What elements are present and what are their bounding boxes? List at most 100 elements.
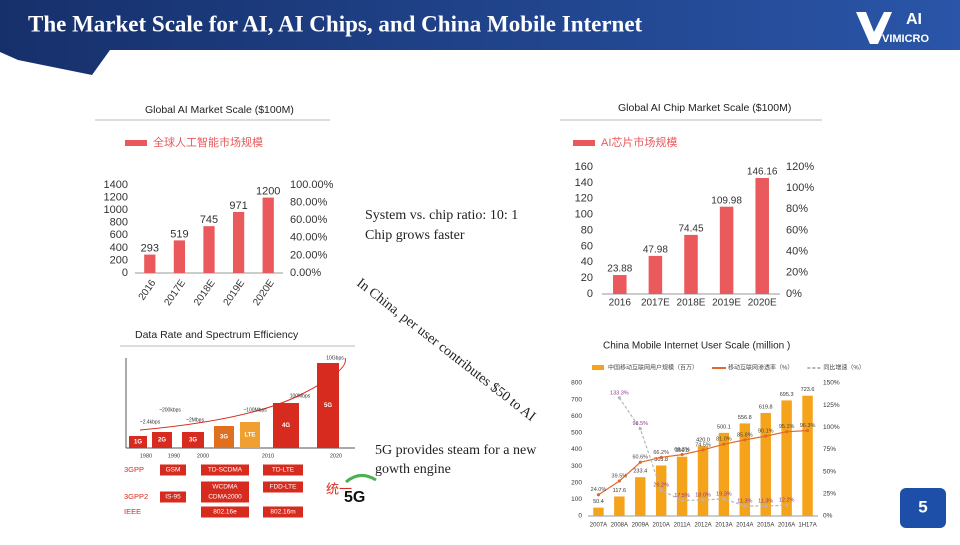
diagram-title: Data Rate and Spectrum Efficiency (135, 329, 299, 341)
generation-bar (214, 426, 234, 448)
y2-tick-label: 100% (786, 182, 814, 194)
line-value-label: 96.3% (800, 423, 816, 429)
y2-tick-label: 25% (823, 491, 836, 498)
line-value-label: 69.3% (674, 447, 690, 453)
line-value-label: 98.5% (632, 421, 648, 427)
standard-item: FDD-LTE (270, 484, 298, 491)
x-tick-label: 2014A (736, 523, 753, 529)
y2-tick-label: 120% (786, 161, 814, 173)
line-marker (722, 442, 726, 446)
year-label: 2010 (262, 453, 274, 459)
bar-value-label: 50.4 (593, 499, 604, 505)
line-value-label: 24.0% (591, 487, 607, 493)
year-label: 1980 (140, 453, 152, 459)
bar-value-label: 356.8 (675, 448, 689, 454)
chart-title: Global AI Chip Market Scale ($100M) (618, 102, 791, 114)
standard-box (263, 506, 303, 518)
bar-value-label: 745 (200, 214, 218, 226)
y-tick-label: 700 (571, 396, 582, 403)
note: System vs. chip ratio: 10: 1 (365, 208, 518, 223)
note: 5G provides steam for a new (375, 443, 537, 458)
y2-tick-label: 100% (823, 424, 840, 431)
logo-name: VIMICRO (882, 33, 930, 45)
y-tick-label: 20 (581, 272, 593, 284)
rate-label: 100Mbps (290, 393, 311, 399)
bar-value-label: 74.45 (678, 224, 703, 235)
line-marker (764, 434, 768, 438)
y-tick-label: 400 (571, 446, 582, 453)
line-marker (764, 504, 768, 508)
line-value-label: 66.2% (653, 450, 669, 456)
x-tick-label: 2020E (748, 298, 777, 309)
y-tick-label: 300 (571, 463, 582, 470)
y2-tick-label: 150% (823, 380, 840, 387)
note: Chip grows faster (365, 228, 465, 243)
bar-value-label: 556.8 (738, 415, 752, 421)
x-tick-label: 2011A (674, 523, 691, 529)
y-tick-label: 80 (581, 224, 593, 236)
page-number-box (900, 488, 946, 528)
generation-label: 3G (189, 438, 197, 444)
standard-org: 3GPP2 (124, 492, 148, 501)
y-tick-label: 60 (581, 240, 593, 252)
y-tick-label: 160 (575, 161, 593, 173)
bar-value-label: 500.1 (717, 424, 731, 430)
y-tick-label: 800 (110, 217, 128, 229)
line-marker (659, 488, 663, 492)
legend-swatch (592, 365, 604, 370)
bar-value-label: 420.0 (696, 438, 710, 444)
standard-item: TD-SCDMA (208, 467, 243, 474)
year-label: 2020 (330, 453, 342, 459)
line-marker (680, 498, 684, 503)
rate-label: 10Gbps (326, 355, 344, 361)
y-tick-label: 0 (587, 288, 593, 300)
standard-box (263, 464, 303, 476)
bar (802, 395, 813, 516)
bar (719, 206, 734, 294)
bar-value-label: 619.8 (759, 404, 773, 410)
bar (173, 240, 186, 273)
bar-value-label: 519 (170, 228, 188, 240)
line-value-label: 81.0% (716, 437, 732, 443)
line-value-label: 85.8% (737, 432, 753, 438)
bar (684, 234, 698, 294)
line-marker (722, 497, 726, 501)
line-marker (659, 455, 663, 459)
note-rotated: In China, per user contributes $50 to AI (354, 276, 539, 425)
line-marker (617, 396, 621, 400)
fiveg-arc (345, 474, 377, 484)
y2-tick-label: 40.00% (290, 232, 328, 244)
y2-tick-label: 80.00% (290, 197, 328, 209)
bar (635, 477, 646, 516)
x-tick-label: 2007A (590, 523, 607, 529)
bar (697, 446, 709, 516)
bar (718, 432, 730, 516)
y-tick-label: 1000 (104, 204, 128, 216)
y2-tick-label: 50% (823, 468, 836, 475)
y-tick-label: 1200 (104, 191, 128, 203)
line-marker (805, 429, 810, 433)
standard-box (160, 491, 186, 503)
line-value-label: 39.5% (612, 473, 628, 479)
bar (676, 456, 688, 516)
y-tick-label: 600 (110, 229, 128, 241)
bar (781, 400, 792, 516)
line-value-label: 12.2% (779, 498, 795, 504)
generation-label: 5G (324, 403, 332, 409)
line-marker (596, 493, 601, 497)
rate-label: ~2.4kbps (140, 419, 161, 425)
bar-value-label: 695.3 (780, 392, 794, 398)
legend-label: 移动互联网渗透率（%） (728, 364, 793, 372)
logo-mark: AI (906, 11, 922, 28)
bar (739, 423, 751, 516)
standard-item: 802.16e (213, 509, 237, 516)
logo: AI VIMICRO (856, 11, 930, 45)
bar-value-label: 303.8 (654, 457, 668, 463)
x-tick-label: 2016 (137, 278, 159, 303)
standard-box (263, 481, 303, 493)
x-tick-label: 1H17A (798, 523, 816, 529)
y-tick-label: 400 (110, 242, 128, 254)
bar-value-label: 971 (229, 200, 247, 212)
bar-value-label: 723.6 (801, 387, 815, 393)
line-marker (638, 460, 642, 464)
